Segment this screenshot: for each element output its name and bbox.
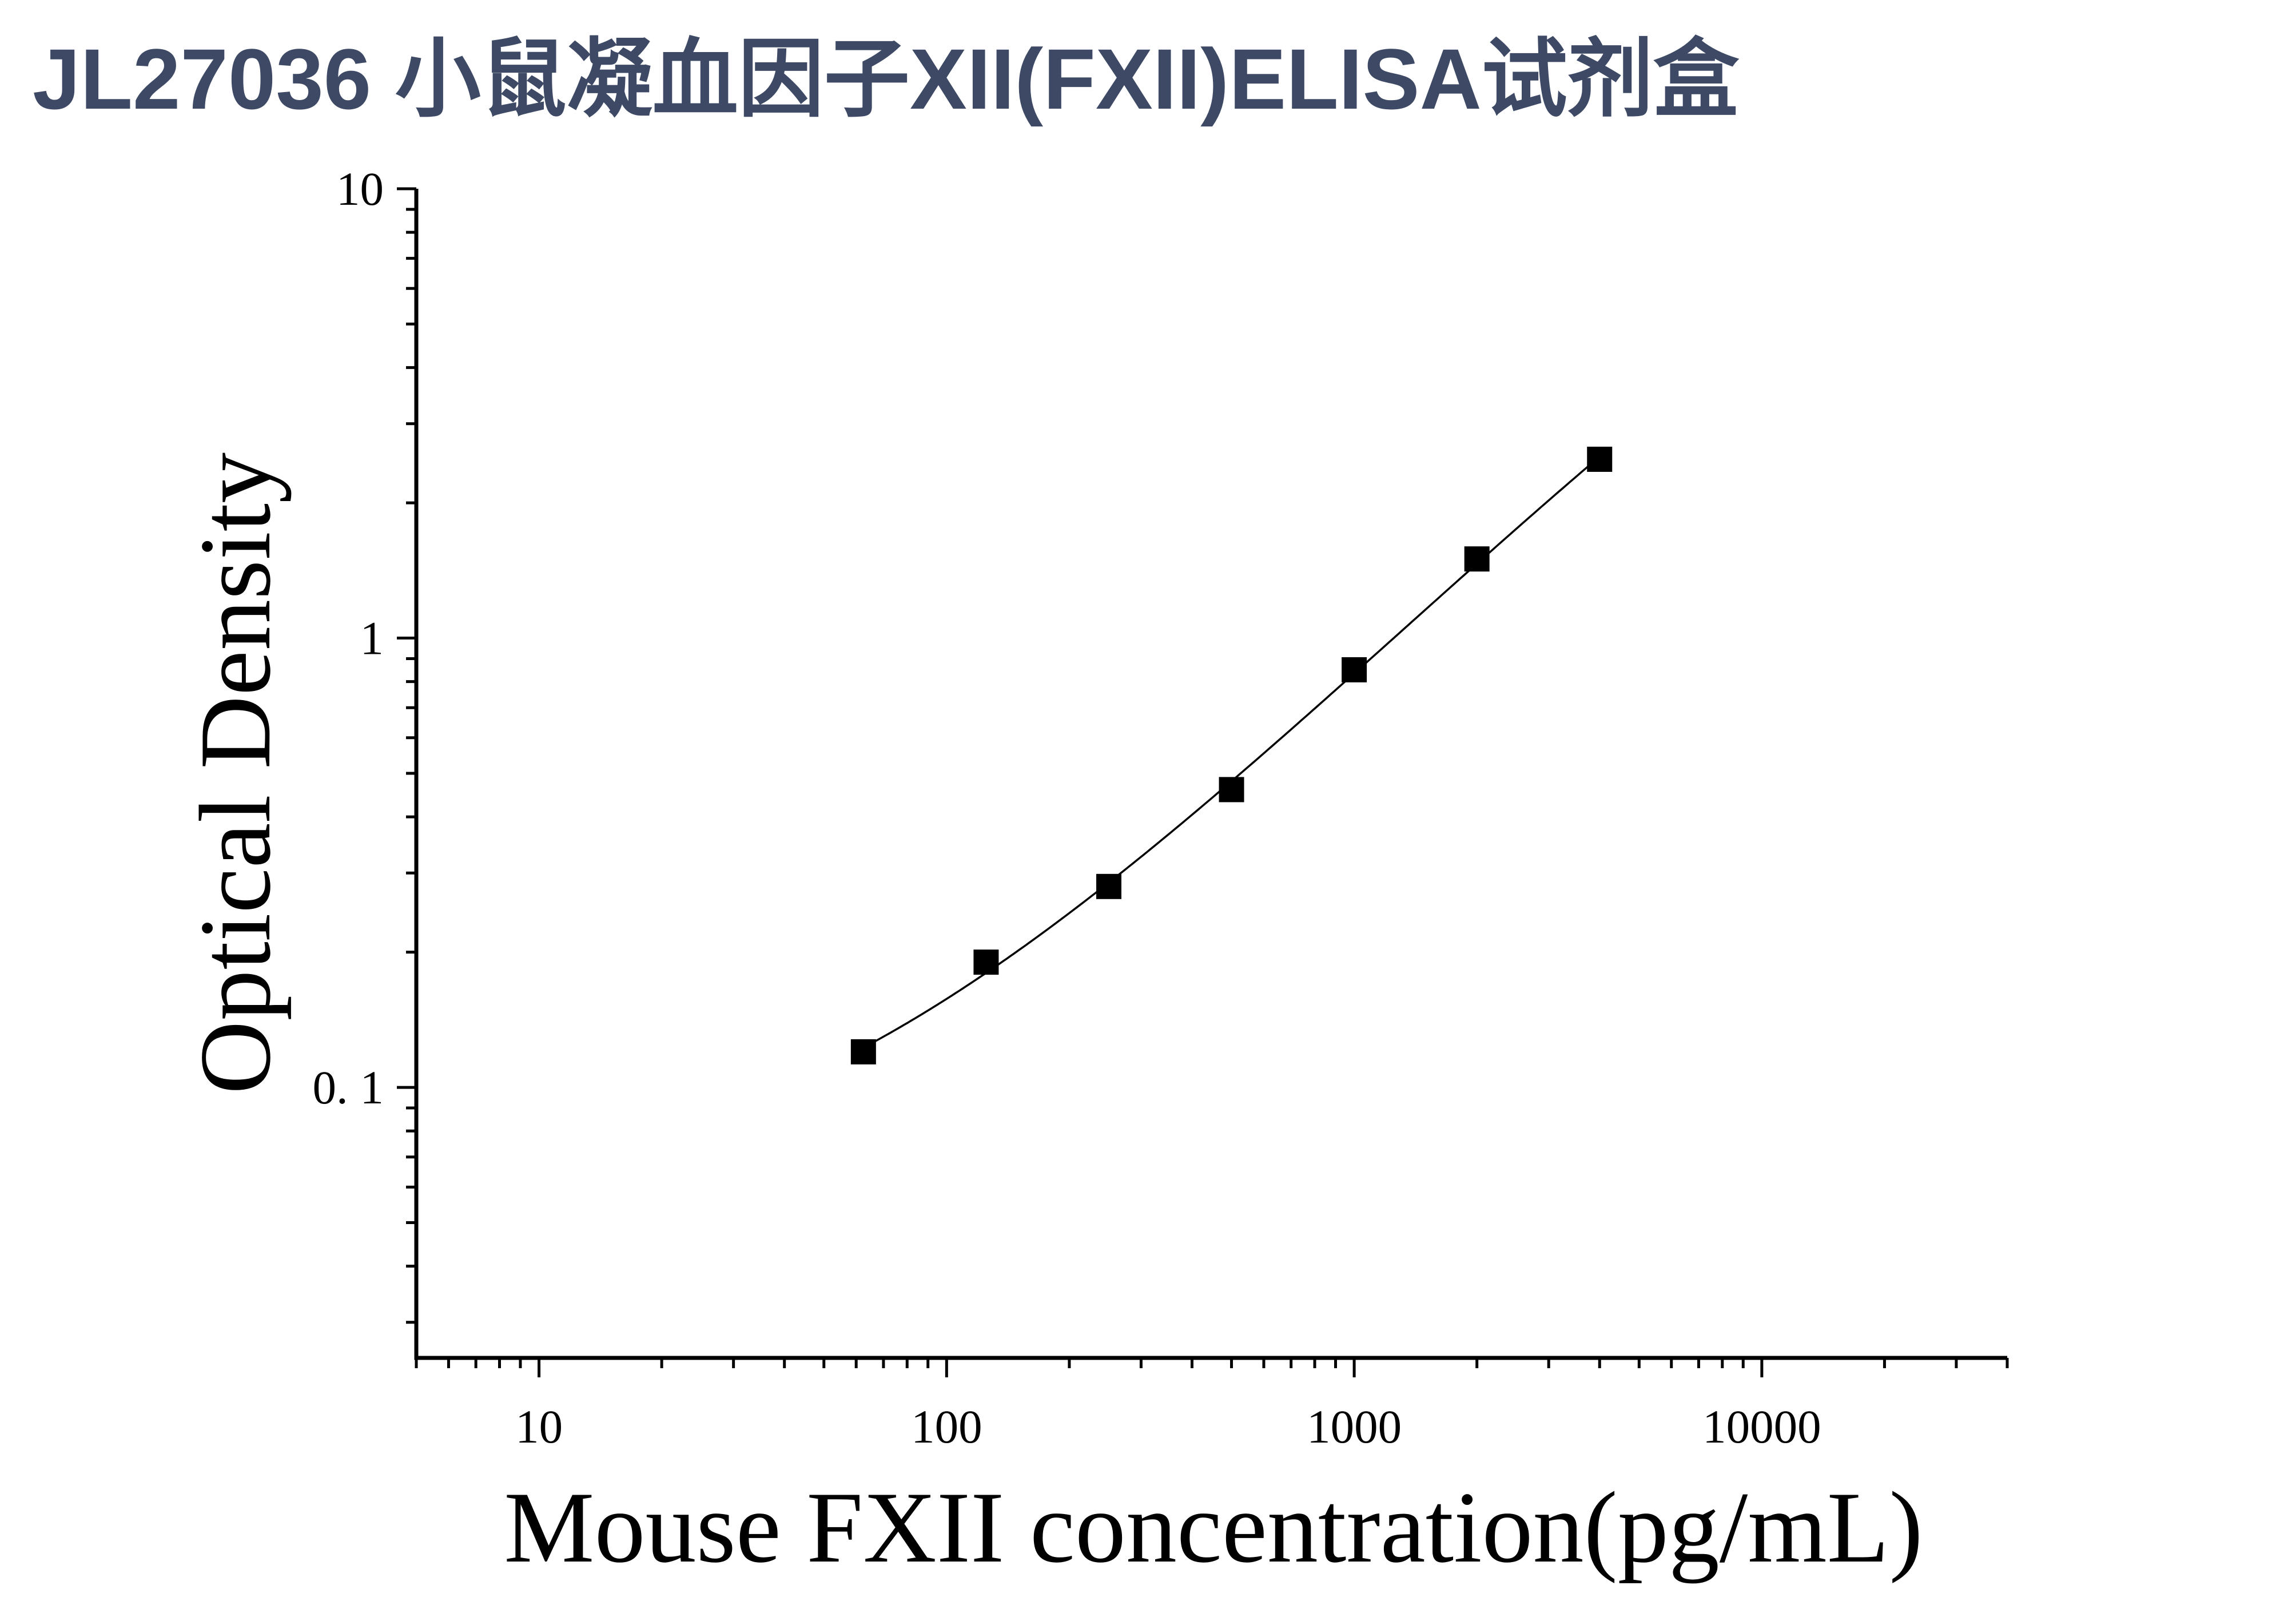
y-axis-label: Optical Density — [178, 452, 292, 1094]
x-axis-label: Mouse FXII concentration(pg/mL) — [504, 1471, 1923, 1584]
chart-title: JL27036 小鼠凝血因子XII(FXII)ELISA试剂盒 — [33, 31, 1740, 127]
y-tick-label: 0. 1 — [313, 1061, 384, 1114]
data-point — [850, 1039, 876, 1064]
x-tick-label: 1000 — [1307, 1400, 1402, 1453]
plot-marks: 10 100 1000 10000 0. 1 1 10 — [313, 162, 2009, 1453]
data-point — [1219, 777, 1244, 802]
data-point — [1464, 546, 1490, 572]
data-point — [1096, 873, 1121, 899]
data-point — [1587, 446, 1613, 472]
data-point — [1342, 657, 1367, 682]
x-tick-label: 10000 — [1702, 1400, 1821, 1453]
x-tick-label: 100 — [911, 1400, 982, 1453]
y-tick-label: 1 — [360, 612, 384, 665]
x-tick-label: 10 — [515, 1400, 563, 1453]
y-tick-label: 10 — [336, 162, 384, 215]
data-point — [973, 950, 999, 975]
